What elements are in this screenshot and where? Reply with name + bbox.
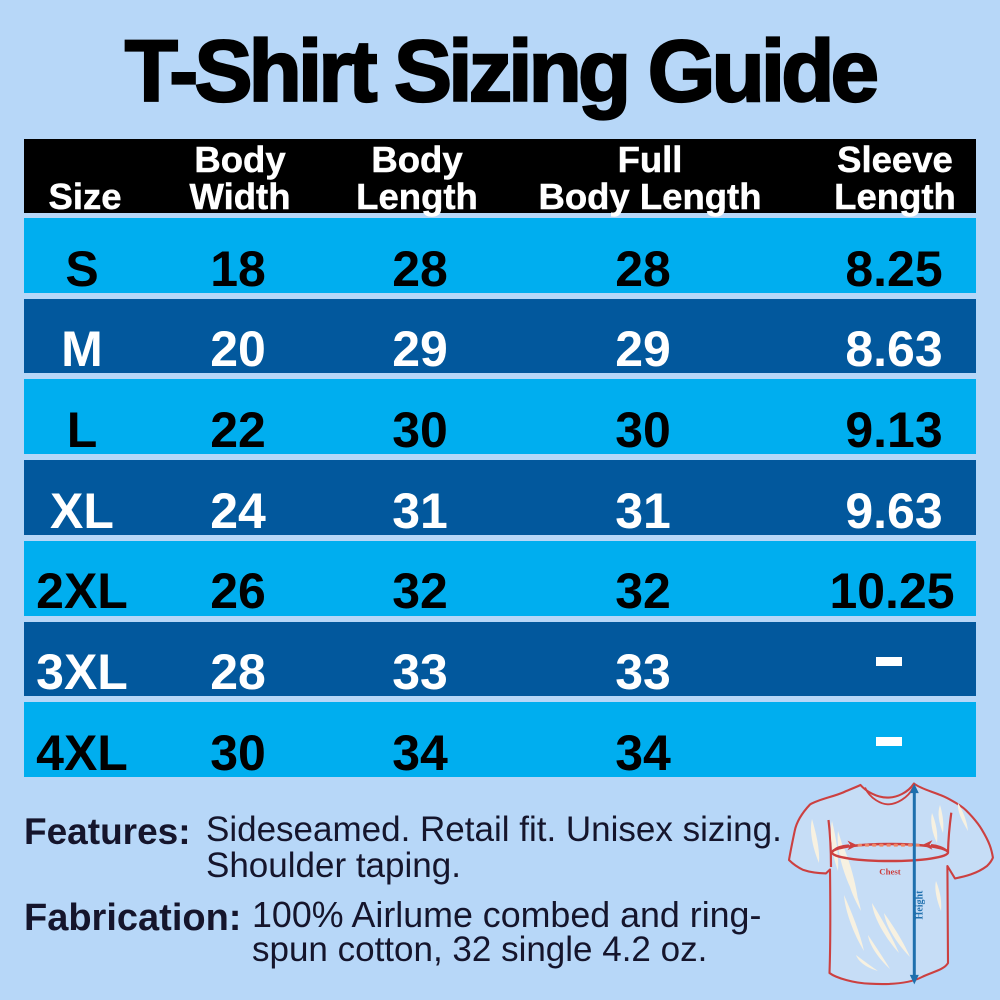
svg-text:Height: Height [915, 890, 926, 920]
svg-text:Chest: Chest [879, 867, 901, 877]
